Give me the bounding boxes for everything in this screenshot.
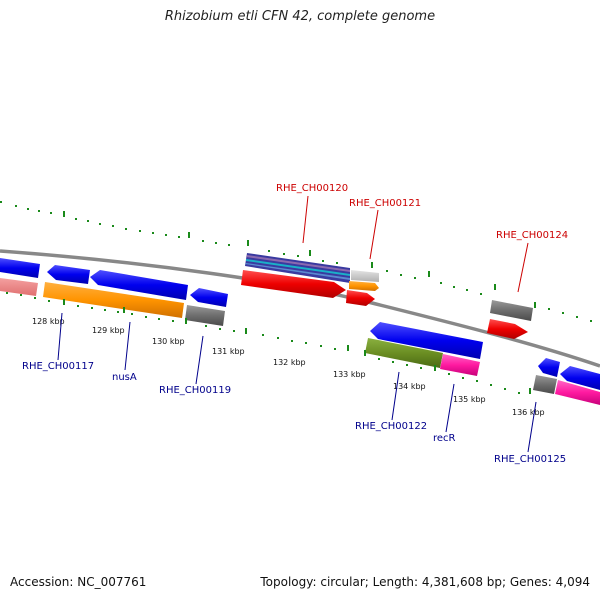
- tick-label: 128 kbp: [32, 317, 65, 326]
- tick-label: 135 kbp: [453, 395, 486, 404]
- feature-grey-00119[interactable]: [185, 305, 225, 326]
- feature-orange-nusA[interactable]: [43, 282, 184, 318]
- tick-label: 133 kbp: [333, 370, 366, 379]
- gene-label-reverse[interactable]: RHE_CH00125: [494, 454, 566, 465]
- gene-label-forward[interactable]: RHE_CH00120: [276, 183, 348, 194]
- feature-salmon-left-edge[interactable]: [0, 278, 38, 296]
- tick-label: 131 kbp: [212, 347, 245, 356]
- gene-label-reverse[interactable]: RHE_CH00119: [159, 385, 231, 396]
- tick-label: 130 kbp: [152, 337, 185, 346]
- position-ticks: 128 kbp 129 kbp 130 kbp 131 kbp 132 kbp …: [32, 317, 545, 417]
- tick-label: 129 kbp: [92, 326, 125, 335]
- feature-lightgrey-00121[interactable]: [351, 270, 379, 282]
- gene-label-forward[interactable]: RHE_CH00121: [349, 198, 421, 209]
- outer-tick-ring: [0, 201, 592, 322]
- feature-blue-00119[interactable]: [190, 288, 228, 307]
- feature-blue-00122[interactable]: [370, 322, 483, 359]
- feature-olive-00122[interactable]: [365, 338, 443, 368]
- tick-label: 132 kbp: [273, 358, 306, 367]
- feature-red-00120[interactable]: [241, 270, 346, 298]
- gene-label-forward[interactable]: RHE_CH00124: [496, 230, 568, 241]
- feature-grey-00125[interactable]: [533, 375, 557, 394]
- feature-blue-00125[interactable]: [538, 358, 560, 377]
- feature-magenta-00125[interactable]: [555, 380, 600, 405]
- feature-blue-nusA-a[interactable]: [47, 265, 90, 284]
- inner-tick-ring: [6, 292, 531, 394]
- feature-red-00121[interactable]: [346, 290, 375, 306]
- forward-strand-features: [241, 253, 533, 339]
- tick-label: 134 kbp: [393, 382, 426, 391]
- feature-blue-left-edge[interactable]: [0, 258, 40, 278]
- tick-label: 136 kbp: [512, 408, 545, 417]
- feature-blue-nusA-b[interactable]: [90, 270, 188, 300]
- feature-grey-00124[interactable]: [490, 300, 533, 321]
- gene-label-reverse[interactable]: nusA: [112, 372, 137, 383]
- gene-label-reverse[interactable]: RHE_CH00122: [355, 421, 427, 432]
- gene-labels: RHE_CH00120 RHE_CH00121 RHE_CH00124 RHE_…: [22, 183, 568, 465]
- gene-label-reverse[interactable]: RHE_CH00117: [22, 361, 94, 372]
- accession-text: Accession: NC_007761: [10, 575, 147, 589]
- feature-red-00124[interactable]: [487, 319, 528, 339]
- feature-magenta-recR[interactable]: [440, 354, 480, 376]
- label-leaders: [57, 195, 537, 453]
- gene-label-reverse[interactable]: recR: [433, 433, 456, 444]
- feature-orange-00121[interactable]: [349, 281, 379, 291]
- reverse-strand-features: [0, 258, 600, 405]
- topology-summary: Topology: circular; Length: 4,381,608 bp…: [260, 575, 590, 589]
- map-title: Rhizobium etli CFN 42, complete genome: [164, 9, 436, 24]
